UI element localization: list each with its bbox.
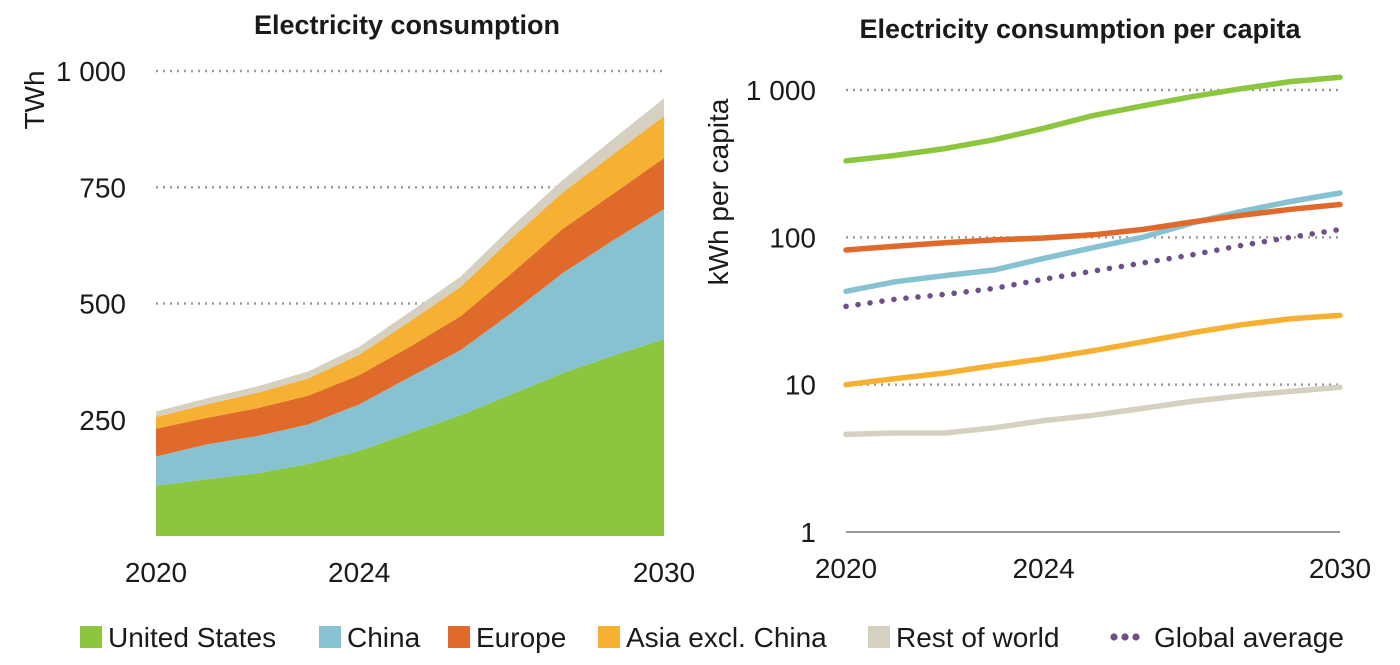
right-y-tick-labels: 1 10 100 1 000 xyxy=(746,75,816,548)
right-line-china xyxy=(843,190,1343,295)
legend-label-united-states: United States xyxy=(108,622,276,653)
right-y-tick-1-000: 1 000 xyxy=(746,75,816,106)
right-chart-title: Electricity consumption per capita xyxy=(859,14,1301,44)
legend-swatch-europe xyxy=(448,626,470,648)
left-y-tick-labels: 250 500 750 1 000 xyxy=(56,56,126,436)
left-area-united-states xyxy=(156,339,664,536)
legend-item-rest-of-world: Rest of world xyxy=(868,622,1059,653)
left-y-tick-1-000: 1 000 xyxy=(56,56,126,87)
right-x-tick-2024: 2024 xyxy=(1012,553,1074,584)
legend-item-china: China xyxy=(319,622,421,653)
legend-marker-dot xyxy=(1132,633,1140,641)
left-x-tick-2020: 2020 xyxy=(125,557,187,588)
right-line-europe xyxy=(843,201,1343,253)
right-line-series xyxy=(843,74,1343,438)
legend-label-asia-excl-china: Asia excl. China xyxy=(626,622,827,653)
right-gridlines xyxy=(846,88,1340,533)
right-y-tick-10: 10 xyxy=(785,370,816,401)
right-x-tick-labels: 2020 2024 2030 xyxy=(815,553,1371,584)
left-panel: Electricity consumption TWh 250 500 750 1 0… xyxy=(19,10,695,588)
legend-label-europe: Europe xyxy=(476,622,566,653)
right-y-axis-label: kWh per capita xyxy=(703,98,734,285)
left-y-tick-250: 250 xyxy=(79,405,126,436)
legend-item-asia-excl-china: Asia excl. China xyxy=(598,622,827,653)
legend-swatch-rest-of-world xyxy=(868,626,890,648)
legend-label-rest-of-world: Rest of world xyxy=(896,622,1059,653)
legend-item-europe: Europe xyxy=(448,622,566,653)
left-x-tick-2024: 2024 xyxy=(328,557,390,588)
legend-swatch-united-states xyxy=(80,626,102,648)
legend-swatch-china xyxy=(319,626,341,648)
left-x-tick-labels: 2020 2024 2030 xyxy=(125,557,695,588)
right-line-rest-of-world xyxy=(843,384,1343,438)
left-y-tick-750: 750 xyxy=(79,172,126,203)
legend-marker-dot xyxy=(1110,633,1118,641)
legend-label-global-average: Global average xyxy=(1154,622,1344,653)
right-line-global-average xyxy=(843,226,1343,310)
left-y-axis-label: TWh xyxy=(19,70,50,129)
right-line-united-states xyxy=(843,74,1343,164)
legend-label-china: China xyxy=(347,622,421,653)
right-panel: Electricity consumption per capita kWh p… xyxy=(703,14,1371,584)
right-y-tick-1: 1 xyxy=(800,517,816,548)
right-x-tick-2020: 2020 xyxy=(815,553,877,584)
left-chart-title: Electricity consumption xyxy=(254,10,560,40)
left-area-europe xyxy=(156,158,664,457)
right-line-asia-excl-china xyxy=(843,312,1343,388)
left-x-tick-2030: 2030 xyxy=(633,557,695,588)
right-x-tick-2030: 2030 xyxy=(1309,553,1371,584)
legend-swatch-asia-excl-china xyxy=(598,626,620,648)
legend-item-global-average: Global average xyxy=(1110,622,1344,653)
left-area-china xyxy=(156,209,664,486)
left-area-series xyxy=(156,98,664,536)
right-y-tick-100: 100 xyxy=(769,222,816,253)
legend-marker-dot xyxy=(1121,633,1129,641)
legend-item-united-states: United States xyxy=(80,622,276,653)
left-y-tick-500: 500 xyxy=(79,289,126,320)
chart-legend: United States China Europe Asia excl. China… xyxy=(80,622,1344,653)
